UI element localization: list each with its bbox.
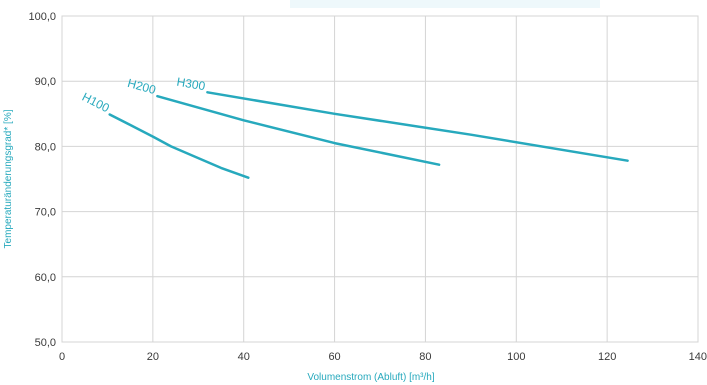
x-tick-label: 40 [238,351,250,363]
y-tick-label: 50,0 [35,337,56,349]
x-tick-label: 120 [598,351,616,363]
plot-area [61,15,699,343]
x-tick-label: 140 [689,351,707,363]
series-line-h100 [108,113,250,179]
x-tick-label: 100 [507,351,525,363]
y-tick-label: 80,0 [35,141,56,153]
x-tick-label: 20 [147,351,159,363]
x-axis-title: Volumenstrom (Abluft) [m³/h] [307,372,434,383]
y-tick-label: 70,0 [35,207,56,219]
x-tick-label: 0 [59,351,65,363]
x-tick-label: 60 [328,351,340,363]
y-tick-label: 90,0 [35,76,56,88]
series-lines [108,91,629,179]
series-line-h300 [206,91,629,162]
series-line-h200 [156,94,441,166]
y-tick-label: 100,0 [28,11,56,23]
y-tick-label: 60,0 [35,272,56,284]
grid-lines [61,15,699,343]
y-axis-title: Temperaturänderungsgrad* [%] [3,109,14,248]
series-label-h300: H300 [176,75,207,94]
x-tick-label: 80 [419,351,431,363]
top-decoration [290,0,600,8]
y-tick-labels: 50,0 60,0 70,0 80,0 90,0 100,0 [28,11,56,349]
x-tick-labels: 0 20 40 60 80 100 120 140 [59,351,707,363]
